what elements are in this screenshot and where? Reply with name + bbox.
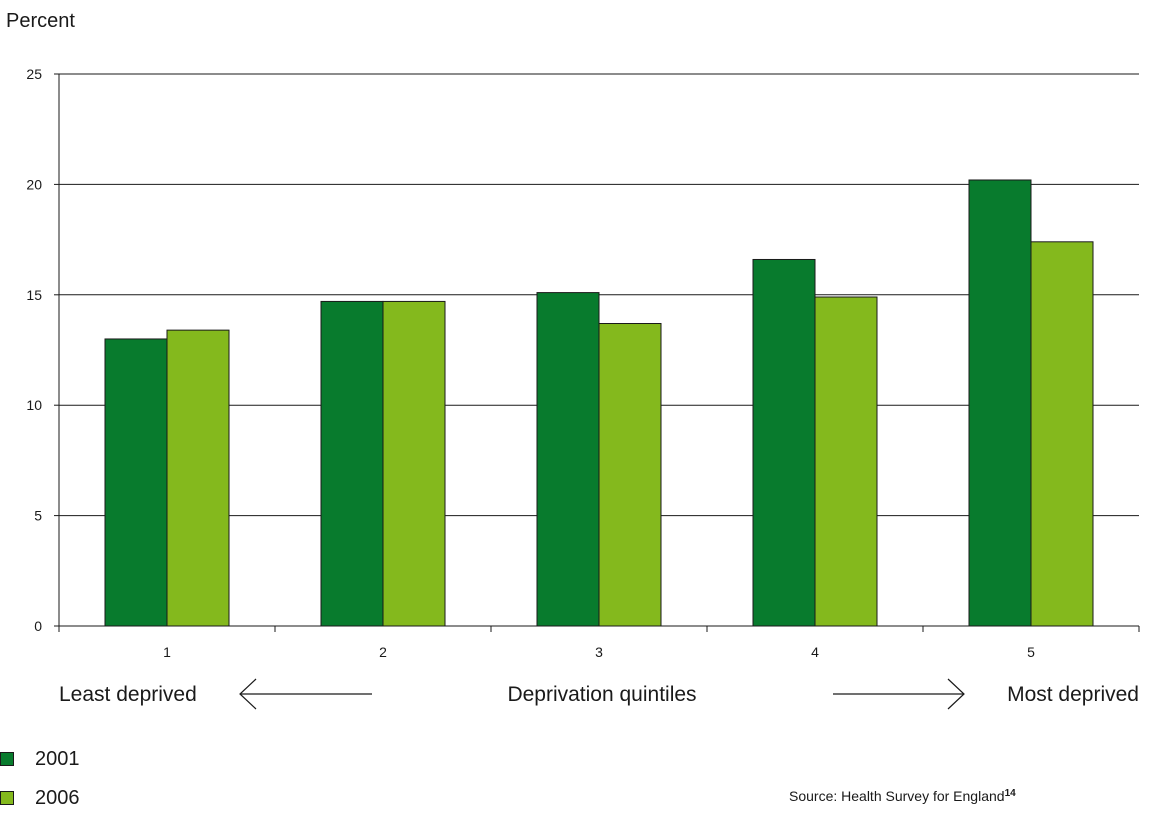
y-tick-label: 0 — [34, 618, 42, 634]
bar-2006-q2 — [382, 300, 446, 627]
bar-2001-q4 — [752, 258, 816, 627]
x-tick-label: 3 — [595, 644, 603, 660]
bars — [104, 179, 1094, 627]
bar-2001-q1 — [104, 338, 168, 627]
y-axis-label: Percent — [6, 10, 75, 32]
x-tick-label: 5 — [1027, 644, 1035, 660]
bar-2001-q3 — [536, 292, 600, 627]
source-text: Source: Health Survey for England — [789, 788, 1005, 804]
bar-2001-q2 — [320, 300, 384, 627]
y-tick-label: 5 — [34, 508, 42, 524]
legend-item-2006: 2006 — [0, 787, 80, 809]
left-arrow-icon — [239, 678, 372, 710]
y-tick-label: 25 — [26, 66, 42, 82]
source-reference: 14 — [1004, 788, 1016, 799]
x-tick-label: 1 — [163, 644, 171, 660]
bar-2006-q5 — [1030, 241, 1094, 627]
legend-swatch-2006 — [0, 791, 14, 805]
y-tick-label: 15 — [26, 287, 42, 303]
x-axis: 1 2 3 4 5 — [58, 625, 1140, 660]
x-tick-label: 2 — [379, 644, 387, 660]
y-axis: 0 5 10 15 20 25 — [26, 66, 60, 634]
bar-2006-q1 — [166, 329, 230, 627]
x-axis-label: Deprivation quintiles — [507, 683, 696, 706]
y-tick-label: 10 — [26, 397, 42, 413]
legend-label-2001: 2001 — [35, 748, 80, 770]
legend-item-2001: 2001 — [0, 748, 80, 770]
bar-2006-q4 — [814, 296, 878, 627]
most-deprived-label: Most deprived — [1007, 683, 1139, 706]
right-arrow-icon — [833, 678, 965, 710]
legend-swatch-2001 — [0, 752, 14, 766]
legend: 2001 2006 — [0, 748, 80, 826]
bar-2006-q3 — [598, 323, 662, 627]
legend-label-2006: 2006 — [35, 787, 80, 809]
source-note: Source: Health Survey for England14 — [789, 787, 1016, 805]
x-tick-label: 4 — [811, 644, 819, 660]
least-deprived-label: Least deprived — [59, 683, 197, 706]
y-tick-label: 20 — [26, 176, 42, 192]
bar-2001-q5 — [968, 179, 1032, 627]
